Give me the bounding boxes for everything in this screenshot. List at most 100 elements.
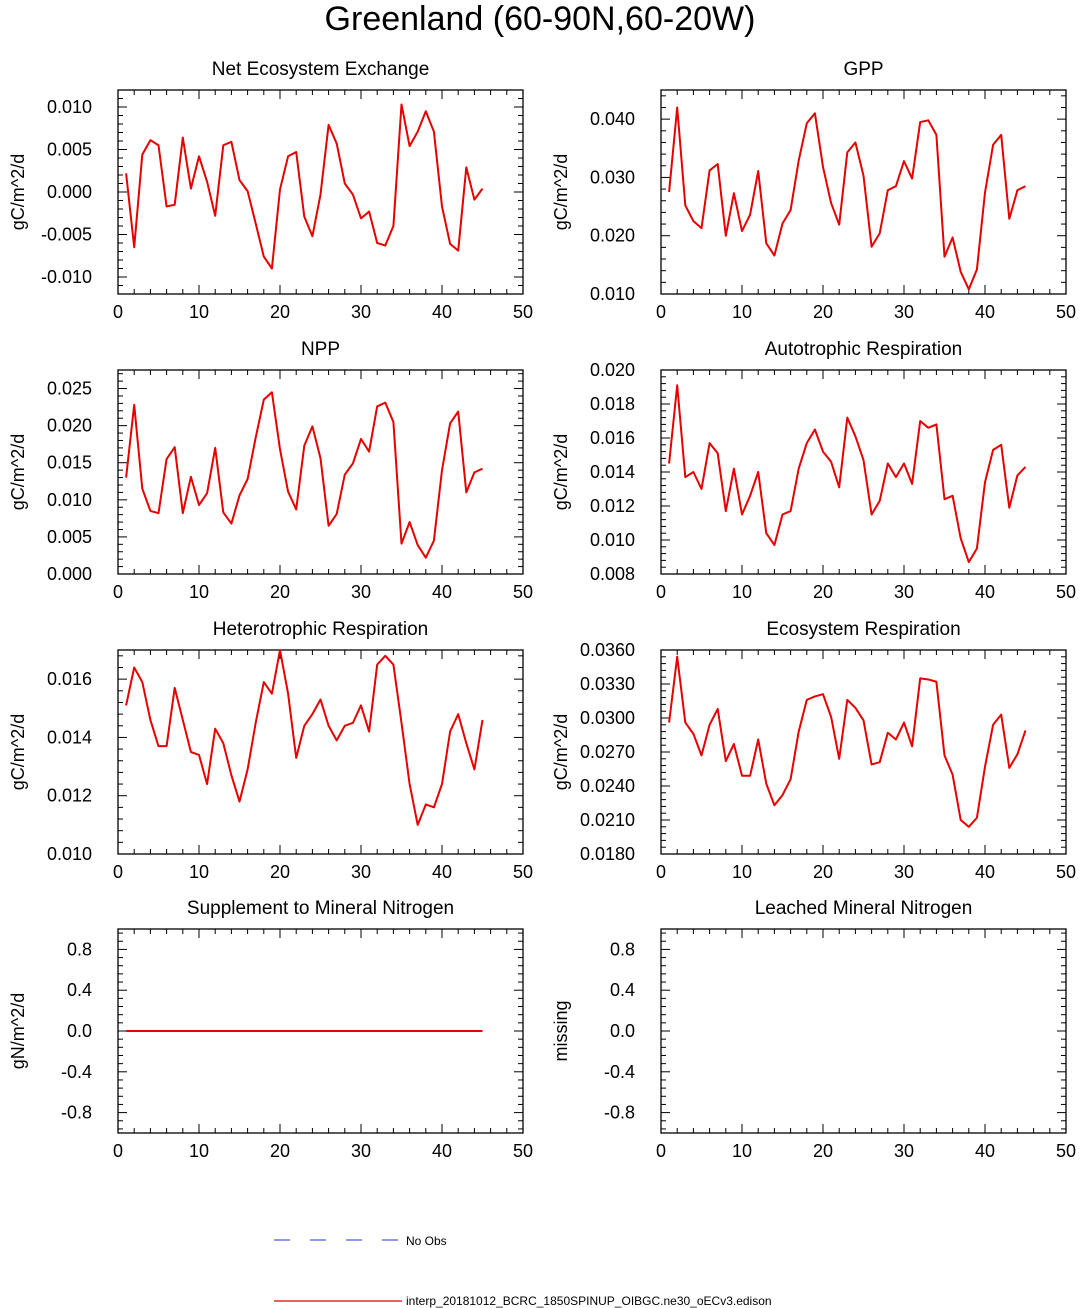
panel-title: NPP (301, 339, 340, 360)
y-tick-label: 0.005 (47, 527, 92, 547)
series-line (668, 384, 1027, 564)
y-tick-label: -0.010 (41, 267, 92, 287)
x-tick-label: 10 (732, 302, 752, 322)
y-tick-label: 0.0270 (580, 742, 635, 762)
panel-7: Supplement to Mineral Nitrogen 0 10 20 30 40 5… (8, 898, 533, 1161)
y-tick-label: 0.020 (590, 226, 635, 246)
plot-frame (660, 928, 1067, 1134)
y-tick-label: 0.0330 (580, 674, 635, 694)
x-tick-label: 50 (513, 1141, 533, 1161)
panel-8: Leached Mineral Nitrogen 0 10 20 30 40 50 -0.8 -… (551, 898, 1076, 1161)
x-tick-label: 30 (351, 302, 371, 322)
y-axis-label: gN/m^2/d (8, 993, 28, 1069)
y-tick-label: 0.014 (590, 462, 635, 482)
x-tick-label: 50 (513, 302, 533, 322)
y-tick-label: 0.4 (610, 980, 635, 1000)
x-tick-label: 20 (270, 302, 290, 322)
x-tick-label: 0 (113, 302, 123, 322)
x-tick-label: 50 (1056, 862, 1076, 882)
y-tick-label: -0.005 (41, 225, 92, 245)
y-tick-label: 0.025 (47, 379, 92, 399)
y-tick-label: 0.0180 (580, 844, 635, 864)
y-tick-label: 0.030 (590, 167, 635, 187)
x-tick-label: 20 (813, 302, 833, 322)
x-tick-label: 30 (894, 582, 914, 602)
x-tick-label: 50 (1056, 302, 1076, 322)
panel-title: Net Ecosystem Exchange (212, 59, 430, 80)
y-tick-label: -0.4 (61, 1062, 92, 1082)
x-tick-label: 50 (513, 862, 533, 882)
x-tick-label: 10 (189, 1141, 209, 1161)
series-line (125, 649, 484, 826)
panel-title: GPP (843, 59, 883, 80)
y-tick-label: 0.0210 (580, 810, 635, 830)
y-tick-label: 0.010 (590, 284, 635, 304)
plot-frame (660, 649, 1067, 855)
x-tick-label: 0 (656, 302, 666, 322)
x-tick-label: 30 (894, 302, 914, 322)
y-axis-label: missing (551, 1000, 571, 1061)
panel-2: GPP 0 10 20 30 40 50 0.010 0.020 0.030 0.040 gC/m^2… (551, 59, 1076, 322)
y-tick-label: 0.020 (590, 360, 635, 380)
y-tick-label: 0.8 (67, 939, 92, 959)
x-tick-label: 10 (732, 1141, 752, 1161)
x-tick-label: 50 (1056, 1141, 1076, 1161)
x-tick-label: 50 (1056, 582, 1076, 602)
y-tick-label: 0.010 (47, 844, 92, 864)
y-tick-label: 0.0 (67, 1021, 92, 1041)
y-tick-label: 0.4 (67, 980, 92, 1000)
x-tick-label: 30 (351, 862, 371, 882)
y-tick-label: -0.4 (604, 1062, 635, 1082)
y-tick-label: 0.000 (47, 182, 92, 202)
x-tick-label: 40 (975, 582, 995, 602)
y-tick-label: 0.012 (47, 786, 92, 806)
y-tick-label: 0.005 (47, 140, 92, 160)
x-tick-label: 40 (432, 582, 452, 602)
page-title: Greenland (60-90N,60-20W) (325, 0, 756, 38)
legend-obs-label: No Obs (406, 1234, 447, 1248)
series-line (125, 391, 483, 559)
x-tick-label: 0 (113, 582, 123, 602)
y-tick-label: 0.014 (47, 727, 92, 747)
plot-frame (117, 649, 524, 855)
panel-3: NPP 0 10 20 30 40 50 0.000 0.005 0.010 0.015 0.020 0… (8, 339, 533, 602)
x-tick-label: 10 (189, 862, 209, 882)
x-tick-label: 30 (351, 1141, 371, 1161)
panel-4: Autotrophic Respiration 0 10 20 30 40 50 0.008 0… (551, 339, 1076, 602)
x-tick-label: 10 (732, 862, 752, 882)
x-tick-label: 10 (189, 582, 209, 602)
x-tick-label: 40 (975, 302, 995, 322)
legend: No Obs interp_20181012_BCRC_1850SPINUP_O… (274, 1234, 772, 1308)
y-tick-label: 0.010 (590, 530, 635, 550)
series-line (668, 106, 1026, 291)
panel-1: Net Ecosystem Exchange 0 10 20 30 40 50 -0.010 -… (8, 59, 533, 322)
y-tick-label: -0.8 (604, 1103, 635, 1123)
y-tick-label: 0.040 (590, 109, 635, 129)
x-tick-label: 10 (189, 302, 209, 322)
plot-frame (660, 89, 1067, 295)
y-tick-label: 0.0300 (580, 708, 635, 728)
y-tick-label: 0.008 (590, 564, 635, 584)
x-tick-label: 0 (656, 1141, 666, 1161)
y-axis-label: gC/m^2/d (8, 714, 28, 790)
x-tick-label: 20 (813, 1141, 833, 1161)
x-tick-label: 0 (113, 862, 123, 882)
x-tick-label: 50 (513, 582, 533, 602)
x-tick-label: 40 (975, 1141, 995, 1161)
y-tick-label: 0.015 (47, 453, 92, 473)
legend-model-label: interp_20181012_BCRC_1850SPINUP_OIBGC.ne… (406, 1294, 772, 1308)
y-tick-label: 0.8 (610, 939, 635, 959)
panel-6: Ecosystem Respiration 0 10 20 30 40 50 0.0180 0.… (551, 619, 1076, 882)
y-tick-label: 0.018 (590, 394, 635, 414)
series-line (668, 655, 1027, 828)
y-tick-label: 0.016 (47, 669, 92, 689)
x-tick-label: 20 (270, 1141, 290, 1161)
panels: Net Ecosystem Exchange 0 10 20 30 40 50 -0.010 -… (8, 59, 1076, 1161)
panel-title: Leached Mineral Nitrogen (755, 898, 973, 919)
x-tick-label: 30 (351, 582, 371, 602)
x-tick-label: 40 (432, 862, 452, 882)
x-tick-label: 0 (656, 862, 666, 882)
x-tick-label: 0 (113, 1141, 123, 1161)
x-tick-label: 20 (813, 862, 833, 882)
y-axis-label: gC/m^2/d (551, 434, 571, 510)
